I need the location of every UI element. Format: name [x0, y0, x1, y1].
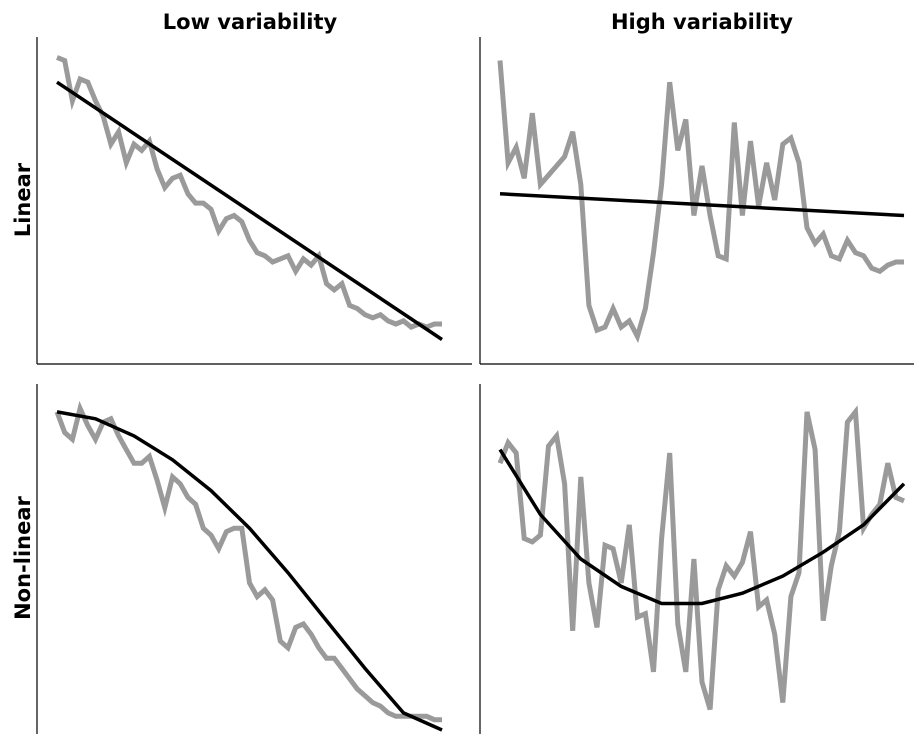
trend-line	[498, 448, 906, 606]
data-series-line	[497, 405, 905, 711]
panel-top-right	[479, 37, 914, 365]
panel-bottom-right	[479, 384, 906, 734]
data-series-line	[54, 400, 442, 723]
panel-bottom-left	[36, 384, 443, 734]
panel-top-left	[36, 37, 472, 365]
data-series-line	[497, 60, 904, 344]
row-title-linear: Linear	[11, 162, 35, 237]
trend-line	[499, 192, 905, 218]
row-title-non-linear: Non-linear	[11, 495, 35, 619]
trend-line	[56, 410, 443, 732]
column-title-high-variability: High variability	[611, 10, 793, 34]
data-series-line	[56, 55, 442, 330]
trend-line	[56, 80, 443, 341]
column-title-low-variability: Low variability	[163, 10, 338, 34]
